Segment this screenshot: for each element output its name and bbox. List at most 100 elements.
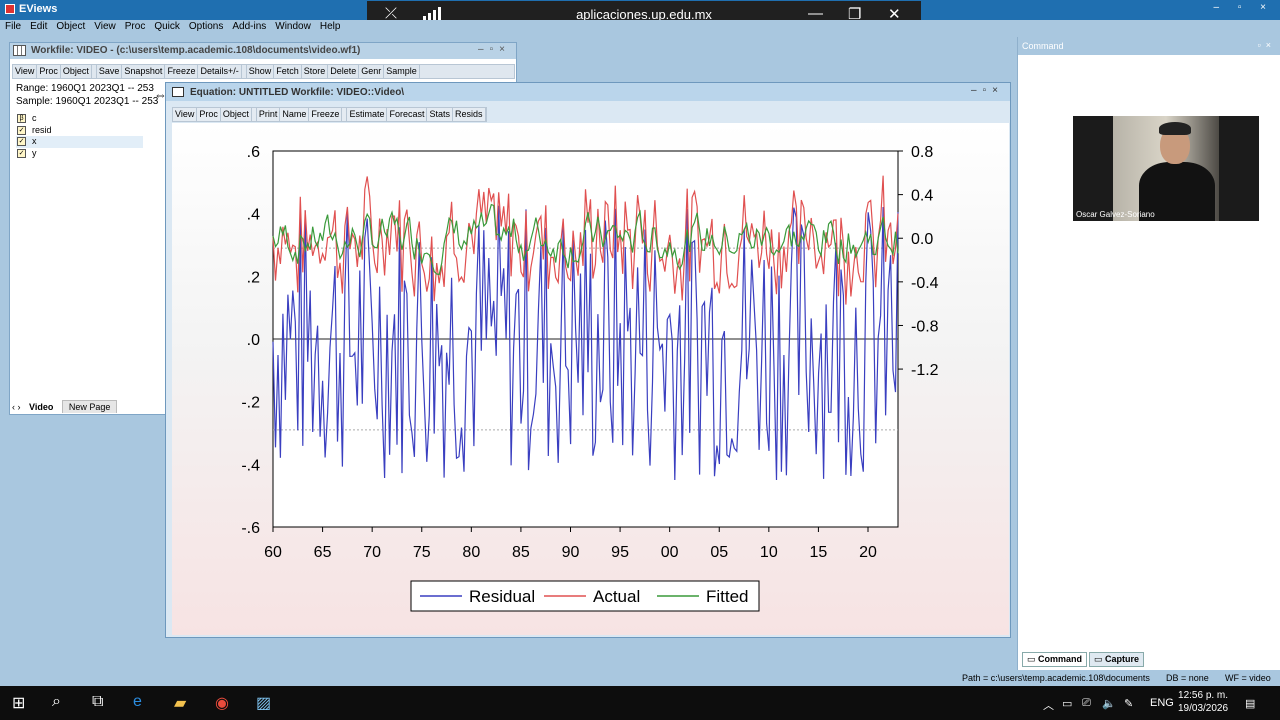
left-tick-label: .2 [247,269,260,286]
wf-fetch-button[interactable]: Fetch [274,65,302,78]
eq-proc-button[interactable]: Proc [197,108,221,121]
wf-sample-button[interactable]: Sample [384,65,420,78]
menu-proc[interactable]: Proc [124,21,146,32]
wf-view-button[interactable]: View [13,65,38,78]
equation-window-controls[interactable]: –▫× [971,85,1004,96]
wf-proc-button[interactable]: Proc [37,65,61,78]
edge-icon[interactable]: e [133,693,142,710]
menu-addins[interactable]: Add-ins [232,21,267,32]
eq-estimate-button[interactable]: Estimate [346,108,388,121]
equation-icon [172,87,184,97]
tab-video[interactable]: Video [23,401,60,413]
coef-icon: β [17,114,26,123]
series-icon: ✓ [17,125,26,135]
signal-strength-icon[interactable] [423,7,441,21]
clock[interactable]: 12:56 p. m. 19/03/2026 [1178,690,1229,714]
equation-window: Equation: UNTITLED Workfile: VIDEO::Vide… [165,82,1011,638]
wf-delete-button[interactable]: Delete [328,65,360,78]
menu-quick[interactable]: Quick [154,21,180,32]
wf-show-button[interactable]: Show [245,65,275,78]
wf-save-button[interactable]: Save [95,65,123,78]
menu-file[interactable]: File [5,21,22,32]
pin-icon[interactable]: ⤫ [385,5,398,22]
wf-details-button[interactable]: Details+/- [198,65,242,78]
tab-capture[interactable]: ▭ Capture [1089,652,1145,667]
legend-label-actual: Actual [593,587,640,606]
wf-object-button[interactable]: Object [61,65,92,78]
menu-window[interactable]: Window [275,21,311,32]
eq-stats-button[interactable]: Stats [427,108,453,121]
right-tick-label: -1.2 [911,362,939,379]
eq-print-button[interactable]: Print [255,108,281,121]
right-tick-label: -0.4 [911,275,939,292]
workfile-sample: Sample: 1960Q1 2023Q1 -- 253 [16,96,159,107]
command-pane-controls[interactable]: ▫× [1257,40,1276,50]
right-tick-label: -0.8 [911,318,939,335]
eq-name-button[interactable]: Name [280,108,310,121]
menu-edit[interactable]: Edit [30,21,48,32]
participant-body [1139,162,1215,221]
volume-icon[interactable]: 🔈 [1102,698,1116,710]
app-window-controls[interactable]: – ▫ × [1213,2,1274,13]
workfile-titlebar[interactable]: Workfile: VIDEO - (c:\users\temp.academi… [10,43,516,59]
menu-help[interactable]: Help [319,21,341,32]
tab-new-page[interactable]: New Page [61,400,118,413]
search-icon[interactable]: ⌕ [52,693,61,710]
workfile-range: Range: 1960Q1 2023Q1 -- 253 [16,83,154,94]
language-indicator[interactable]: ENG [1150,697,1174,709]
menu-options[interactable]: Options [188,21,224,32]
wf-freeze-button[interactable]: Freeze [165,65,199,78]
equation-title: Equation: UNTITLED Workfile: VIDEO::Vide… [190,87,405,98]
object-resid[interactable]: ✓ resid [17,124,52,135]
status-wf: WF = video [1225,673,1271,683]
object-y[interactable]: ✓ y [17,147,37,158]
file-explorer-icon[interactable]: ▰ [174,695,187,712]
fitted-line [272,203,899,276]
tray-network-icon[interactable]: ▭ [1062,698,1073,710]
x-tick-label: 10 [760,544,778,561]
wf-snapshot-button[interactable]: Snapshot [122,65,166,78]
object-x[interactable]: ✓ x [16,136,143,148]
command-pane: Command ▫× Oscar Galvez-Soriano ▭ Comman… [1017,37,1280,670]
tab-scroll-arrows[interactable]: ‹ › [12,402,21,412]
menu-view[interactable]: View [94,21,116,32]
tray-pen-icon[interactable]: ✎ [1124,698,1134,710]
participant-name: Oscar Galvez-Soriano [1076,210,1155,219]
eq-forecast-button[interactable]: Forecast [387,108,428,121]
tray-display-icon[interactable]: ⎚ [1082,697,1091,709]
eq-resids-button[interactable]: Resids [453,108,486,121]
workfile-page-tabs: ‹ › Video New Page [12,400,167,414]
wf-store-button[interactable]: Store [302,65,329,78]
task-view-icon[interactable]: ⧉ [92,693,104,710]
eq-freeze-button[interactable]: Freeze [309,108,343,121]
wf-genr-button[interactable]: Genr [359,65,385,78]
remote-close-icon[interactable]: ✕ [888,6,901,23]
notifications-icon[interactable]: ▤ [1245,698,1256,710]
menu-object[interactable]: Object [56,21,86,32]
legend-label-fitted: Fitted [706,587,749,606]
windows-start-icon[interactable]: ⊞ [12,695,26,712]
menu-bar: File Edit Object View Proc Quick Options Add-in… [0,20,1017,36]
x-tick-label: 00 [661,544,679,561]
workfile-range-info: Range: 1960Q1 2023Q1 -- 253 Sample: 1960… [16,82,158,108]
eq-object-button[interactable]: Object [221,108,252,121]
series-icon: ✓ [17,148,26,158]
series-icon: ✓ [17,137,26,146]
remote-restore-icon[interactable]: ❐ [848,6,862,23]
taskbar: ⊞ ⌕ ⧉ e ▰ ◉ ▨ ︿ ▭ ⎚ 🔈 ✎ ENG 12:56 p. m. … [0,686,1280,720]
app-title: EViews [19,3,58,15]
workfile-window-controls[interactable]: –▫× [478,44,511,55]
eq-view-button[interactable]: View [173,108,198,121]
tab-command[interactable]: ▭ Command [1022,652,1088,667]
tray-chevron-icon[interactable]: ︿ [1043,700,1054,712]
status-bar: Path = c:\users\temp.academic.108\docume… [0,670,1280,686]
eviews-taskbar-icon[interactable]: ▨ [256,695,272,712]
chrome-icon[interactable]: ◉ [215,695,229,712]
equation-titlebar[interactable]: Equation: UNTITLED Workfile: VIDEO::Vide… [166,83,1010,101]
remote-minimize-icon[interactable]: — [808,5,823,22]
workfile-title: Workfile: VIDEO - (c:\users\temp.academi… [31,45,361,56]
x-tick-label: 20 [859,544,877,561]
status-db: DB = none [1166,673,1209,683]
residual-chart: .6 .4 .2 .0 -.2 -.4 -.6 0.8 0.4 0.0 -0.4 -0.8 -1.2 60… [172,123,1009,635]
